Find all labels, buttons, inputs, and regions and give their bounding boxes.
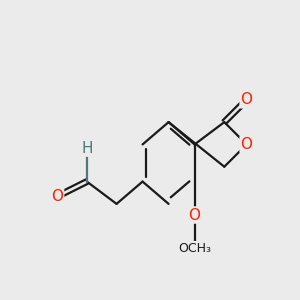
Text: H: H	[81, 141, 93, 156]
Text: O: O	[189, 208, 201, 223]
Text: O: O	[51, 189, 63, 204]
Text: OCH₃: OCH₃	[178, 242, 211, 255]
Text: O: O	[241, 92, 253, 107]
Text: O: O	[241, 137, 253, 152]
